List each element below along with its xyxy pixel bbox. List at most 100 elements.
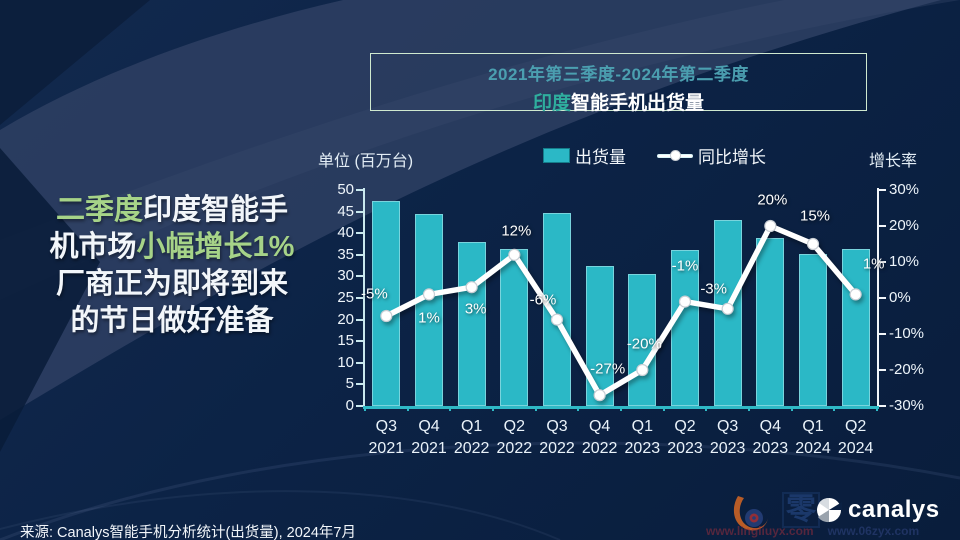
- x-axis-category-label: Q1 2022: [453, 418, 490, 457]
- right-axis-tick: [879, 405, 886, 407]
- shipment-bar: [457, 241, 486, 406]
- right-axis-tick: [879, 333, 886, 335]
- left-axis-tick: [356, 405, 363, 407]
- source-note: 来源: Canalys智能手机分析统计(出货量), 2024年7月: [20, 525, 356, 540]
- watermark-swirl-logo: [730, 490, 770, 539]
- growth-data-label: -5%: [360, 285, 388, 303]
- left-axis-tick: [356, 189, 363, 191]
- left-axis-tick: [356, 275, 363, 278]
- growth-data-label: 15%: [799, 207, 831, 225]
- x-axis-category-label: Q3 2023: [709, 418, 746, 457]
- left-axis-line: [363, 188, 365, 408]
- x-axis-category-label: Q4 2022: [581, 418, 618, 457]
- growth-point: [636, 363, 649, 377]
- watermark-url: www.lingliuyx.com: [706, 524, 814, 538]
- headline-segment: 二季度: [55, 194, 143, 226]
- x-axis-tick: [449, 406, 452, 411]
- right-axis-title: 增长率: [869, 153, 918, 170]
- growth-point: [550, 313, 564, 326]
- shipment-bar: [799, 253, 827, 406]
- growth-point: [508, 248, 521, 261]
- growth-point: [806, 237, 820, 251]
- shipment-bar: [756, 237, 785, 406]
- x-axis-tick: [492, 406, 494, 411]
- x-axis-category-label: Q1 2023: [624, 418, 661, 457]
- right-axis-tick-label: 30%: [889, 181, 920, 198]
- right-axis-tick: [879, 189, 886, 191]
- headline-segment: 厂商正为即将到来: [55, 268, 288, 300]
- growth-data-label: -3%: [700, 280, 727, 298]
- title-period: 2021年第三季度-2024年第二季度: [488, 65, 749, 84]
- x-axis-category-label: Q2 2022: [496, 418, 533, 457]
- left-axis-tick: [356, 210, 363, 213]
- shipment-bar: [585, 266, 614, 406]
- growth-point: [465, 281, 478, 294]
- canalys-logo-text: canalys: [848, 496, 940, 523]
- growth-data-label: 3%: [464, 300, 487, 318]
- right-axis-tick-label: -20%: [889, 361, 925, 378]
- left-axis-title: 单位 (百万台): [318, 153, 414, 170]
- growth-point: [422, 288, 436, 301]
- watermark-url: www.06zyx.com: [827, 524, 920, 538]
- growth-data-label: 12%: [501, 222, 532, 240]
- x-axis-category-label: Q4 2023: [752, 418, 789, 457]
- headline-segment: 机市场: [49, 231, 137, 263]
- left-axis-tick-label: 30: [337, 267, 354, 285]
- bar-series-swatch-icon: [543, 148, 570, 163]
- x-axis-category-label: Q3 2021: [368, 418, 405, 457]
- growth-data-label: 1%: [418, 309, 440, 327]
- right-axis-tick-label: -10%: [889, 325, 925, 342]
- line-series-label: 同比增长: [698, 148, 766, 167]
- left-axis-tick-label: 50: [337, 181, 354, 198]
- growth-point: [849, 288, 862, 301]
- growth-point: [593, 389, 606, 402]
- right-axis-tick: [879, 369, 886, 371]
- x-axis-tick: [748, 406, 750, 411]
- right-axis-tick: [879, 261, 886, 263]
- x-axis-tick: [833, 406, 836, 411]
- shipment-bar: [415, 213, 443, 406]
- right-axis-tick: [879, 225, 886, 227]
- x-axis-tick: [705, 406, 708, 411]
- x-axis-tick: [620, 406, 622, 411]
- right-axis-tick-label: 10%: [889, 253, 920, 270]
- left-axis-tick: [356, 318, 363, 321]
- left-axis-tick: [356, 253, 363, 256]
- headline-line: 二季度印度智能手: [16, 192, 328, 229]
- shipment-bar: [841, 248, 870, 406]
- headline: 二季度印度智能手 机市场小幅增长1% 厂商正为即将到来 的节日做好准备: [16, 192, 328, 340]
- growth-data-label: 20%: [757, 191, 788, 209]
- right-axis-tick-label: -30%: [889, 397, 925, 414]
- x-axis-tick: [577, 406, 580, 411]
- left-axis-tick-label: 15: [337, 332, 354, 350]
- x-axis-category-label: Q2 2023: [667, 418, 703, 457]
- x-axis-category-label: Q2 2024: [837, 418, 874, 457]
- x-axis-tick: [662, 406, 665, 411]
- headline-line: 厂商正为即将到来: [16, 266, 328, 303]
- right-axis-tick-label: 0%: [889, 289, 911, 306]
- canalys-logo-icon: [817, 497, 842, 523]
- x-axis-tick: [364, 406, 366, 411]
- headline-line: 的节日做好准备: [16, 303, 328, 340]
- headline-segment: 的节日做好准备: [70, 305, 274, 337]
- left-axis-tick-label: 25: [337, 289, 354, 306]
- left-axis-tick-label: 0: [345, 397, 354, 414]
- shipment-bar: [500, 248, 529, 406]
- watermark-seal: 零: [782, 492, 820, 528]
- growth-data-label: -27%: [590, 360, 626, 378]
- x-axis-tick: [790, 406, 793, 411]
- x-axis-tick: [876, 406, 878, 411]
- x-axis-tick: [406, 406, 409, 411]
- left-axis-tick: [356, 340, 363, 343]
- left-axis-tick-label: 10: [337, 353, 354, 371]
- right-axis-line: [877, 188, 879, 408]
- left-axis-tick: [356, 297, 363, 299]
- canalys-logo: canalys: [816, 496, 940, 524]
- growth-data-label: 1%: [862, 255, 885, 273]
- left-axis-tick: [356, 361, 363, 364]
- left-axis-tick-label: 20: [337, 310, 354, 328]
- growth-point: [380, 309, 393, 323]
